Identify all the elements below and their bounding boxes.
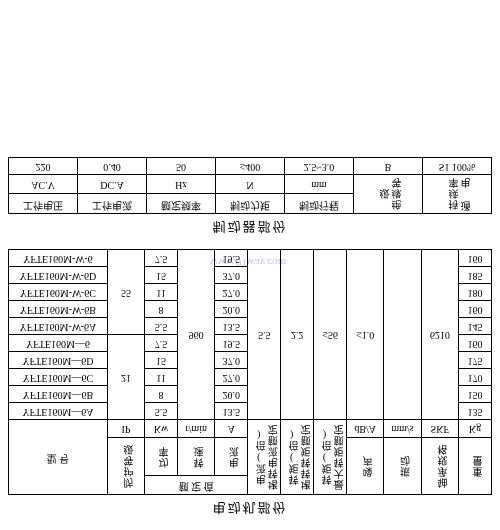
- bu-n: N: [216, 175, 285, 195]
- header-row-1: 型 号 防护等级 额 定 值 堵转电流额定电流(倍) 堵转转矩额定转矩(倍) 最…: [9, 476, 492, 495]
- bu-a: DC.A: [78, 175, 147, 195]
- bv-torque: ≤400: [216, 158, 285, 175]
- hdr-speed: 转速: [178, 437, 215, 476]
- cell-model: YFTE160M-W-6B: [9, 301, 108, 318]
- b-voltage: 工作电压: [9, 194, 78, 214]
- bv-insul: B: [354, 158, 423, 175]
- cell-maxt: ≤56: [314, 250, 347, 420]
- cell-current: 27.0: [215, 369, 248, 386]
- cell-weight: 150: [458, 386, 491, 403]
- cell-current: 19.5: [215, 250, 248, 267]
- cell-power: 15: [145, 267, 178, 284]
- cell-power: 7.5: [145, 335, 178, 352]
- cell-power: 11: [145, 284, 178, 301]
- bu-hz: Hz: [147, 175, 216, 195]
- hdr-current: 电流: [215, 437, 248, 476]
- unit-kw: Kw: [145, 420, 178, 438]
- cell-current: 13.5: [215, 318, 248, 335]
- section1-title: 电动机部份: [8, 499, 492, 518]
- b-stroke: 制动行程: [285, 194, 354, 214]
- cell-current: 13.5: [215, 403, 248, 420]
- cell-model: YFTE160M-W-6C: [9, 284, 108, 301]
- motor-table: 型 号 防护等级 额 定 值 堵转电流额定电流(倍) 堵转转矩额定转矩(倍) 最…: [8, 249, 492, 495]
- cell-power: 8: [145, 301, 178, 318]
- unit-db: dB/A: [347, 420, 384, 438]
- cell-weight: 180: [458, 284, 491, 301]
- hdr-maxt: 最大转矩额定转矩(倍): [314, 420, 347, 495]
- b-current: 工作电流: [78, 194, 147, 214]
- brake-row: 220 0.40 50 ≤400 2.5~3.0 B S1 100%: [9, 158, 492, 175]
- cell-current: 27.0: [215, 284, 248, 301]
- cell-ip: 55: [107, 250, 144, 335]
- cell-noise: ≤1.0: [347, 250, 384, 420]
- hdr-rated: 额 定 值: [145, 476, 248, 495]
- hdr-vib: 振动: [384, 437, 421, 494]
- cell-weight: 160: [458, 250, 491, 267]
- b-freq: 额定频率: [147, 194, 216, 214]
- cell-power: 8: [145, 386, 178, 403]
- hdr-bearing: 轴承规格: [421, 437, 458, 494]
- cell-weight: 145: [458, 318, 491, 335]
- cell-model: YFTE160M-W-6A: [9, 318, 108, 335]
- hdr-stallc: 堵转电流额定电流(倍): [248, 420, 281, 495]
- bv-stroke: 2.5~3.0: [285, 158, 354, 175]
- cell-current: 37.0: [215, 352, 248, 369]
- cell-model: YFTE160M—6B: [9, 386, 108, 403]
- cell-power: 7.5: [145, 250, 178, 267]
- cell-ip: 21: [107, 335, 144, 420]
- cell-model: YFTE160M—6A: [9, 403, 108, 420]
- cell-weight: 160: [458, 301, 491, 318]
- bv-duty: S1 100%: [423, 158, 492, 175]
- unit-a: A: [215, 420, 248, 438]
- bv-current: 0.40: [78, 158, 147, 175]
- cell-power: 15: [145, 352, 178, 369]
- cell-bearing: 6210: [421, 250, 458, 420]
- cell-vib: [384, 250, 421, 420]
- unit-kg: Kg: [458, 420, 491, 438]
- cell-power: 5.5: [145, 318, 178, 335]
- unit-skf: SKF: [421, 420, 458, 438]
- b-insul: 绝缘等级: [354, 175, 423, 214]
- bu-v: AC.V: [9, 175, 78, 195]
- cell-weight: 135: [458, 403, 491, 420]
- cell-weight: 185: [458, 267, 491, 284]
- cell-weight: 175: [458, 352, 491, 369]
- cell-power: 11: [145, 369, 178, 386]
- cell-stallt: 2.2: [281, 250, 314, 420]
- b-torque: 制动力矩: [216, 194, 285, 214]
- bv-freq: 50: [147, 158, 216, 175]
- cell-model: YFTE160M—6C: [9, 369, 108, 386]
- cell-model: YFTE160M—6: [9, 335, 108, 352]
- unit-rmin: r/min: [178, 420, 215, 438]
- unit-ip: IP: [107, 420, 144, 438]
- cell-power: 5.5: [145, 403, 178, 420]
- table-row: YFTE160M—6A215.596013.55.52.2≤56≤1.06210…: [9, 403, 492, 420]
- hdr-power: 功率: [145, 437, 178, 476]
- cell-weight: 170: [458, 369, 491, 386]
- cell-current: 37.0: [215, 267, 248, 284]
- hdr-stallt: 堵转转矩额定转矩(倍): [281, 420, 314, 495]
- cell-current: 20.0: [215, 301, 248, 318]
- cell-model: YFTE160M-W-6D: [9, 267, 108, 284]
- hdr-noise: 噪声: [347, 437, 384, 494]
- brake-table: 工作电压 工作电流 额定频率 制动力矩 制动行程 绝缘等级 通 电持续率 AC.…: [8, 157, 492, 214]
- cell-model: YFTE160M-W-6: [9, 250, 108, 267]
- hdr-protection: 防护等级: [107, 437, 144, 494]
- unit-mms: mm/s: [384, 420, 421, 438]
- hdr-weight: 重量: [458, 437, 491, 494]
- cell-current: 19.5: [215, 335, 248, 352]
- cell-weight: 160: [458, 335, 491, 352]
- cell-model: YFTE160M—6D: [9, 352, 108, 369]
- section2-title: 制动器部份: [8, 218, 492, 237]
- hdr-model: 型 号: [9, 420, 108, 495]
- cell-speed: 960: [178, 250, 215, 420]
- b-duty: 通 电持续率: [423, 175, 492, 214]
- bv-voltage: 220: [9, 158, 78, 175]
- bu-mm: mm: [285, 175, 354, 195]
- cell-stallc: 5.5: [248, 250, 281, 420]
- brake-hdr-1: 工作电压 工作电流 额定频率 制动力矩 制动行程 绝缘等级 通 电持续率: [9, 194, 492, 214]
- cell-current: 20.0: [215, 386, 248, 403]
